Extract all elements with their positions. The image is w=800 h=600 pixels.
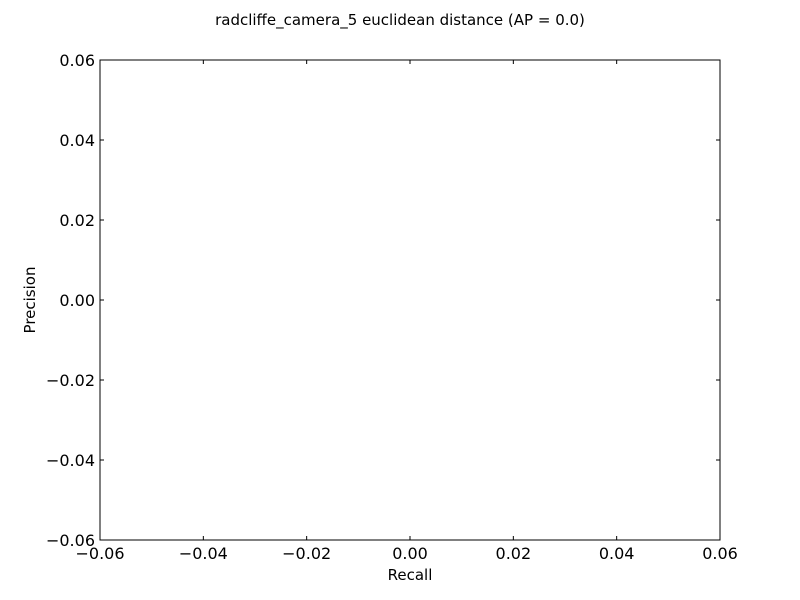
x-tick-label: −0.04 bbox=[179, 544, 228, 563]
plot-area bbox=[99, 59, 721, 541]
y-tick-label: −0.02 bbox=[46, 371, 95, 390]
y-tick-label: 0.04 bbox=[59, 131, 95, 150]
y-tick-label: 0.00 bbox=[59, 291, 95, 310]
chart-title: radcliffe_camera_5 euclidean distance (A… bbox=[215, 11, 585, 30]
x-tick-label: −0.02 bbox=[282, 544, 331, 563]
x-tick-label: 0.04 bbox=[599, 544, 635, 563]
y-axis: −0.06 −0.04 −0.02 0.00 0.02 0.04 0.06 bbox=[46, 51, 720, 550]
y-tick-label: −0.06 bbox=[46, 531, 95, 550]
y-axis-label: Precision bbox=[21, 267, 39, 334]
x-tick-label: 0.00 bbox=[392, 544, 428, 563]
y-tick-label: 0.02 bbox=[59, 211, 95, 230]
x-axis: −0.06 −0.04 −0.02 0.00 0.02 0.04 0.06 bbox=[75, 60, 738, 563]
x-tick-label: 0.06 bbox=[702, 544, 738, 563]
x-axis-label: Recall bbox=[388, 566, 433, 584]
y-tick-label: −0.04 bbox=[46, 451, 95, 470]
x-tick-label: 0.02 bbox=[496, 544, 532, 563]
x-tick-label: −0.06 bbox=[75, 544, 124, 563]
y-tick-label: 0.06 bbox=[59, 51, 95, 70]
